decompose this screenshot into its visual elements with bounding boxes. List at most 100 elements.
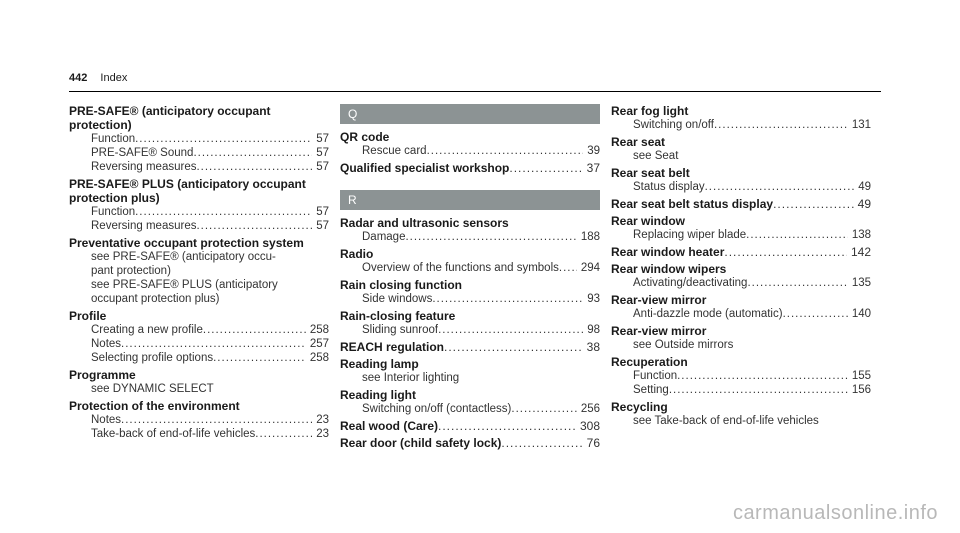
page-ref: 138 [851,229,871,241]
row-text: Switching on/off (contactless) [362,403,512,415]
entry-row[interactable]: Switching on/off 131 [611,118,871,132]
page-ref: 257 [309,338,329,350]
entry-keyword: Real wood (Care) [340,419,439,433]
index-entry: Rear seat belt status display 49 [611,197,871,211]
see-reference[interactable]: see Interior lighting [362,372,460,384]
entry-row[interactable]: Sliding sunroof 98 [340,323,600,337]
index-entry: Qualified specialist workshop 37 [340,161,600,175]
entry-row[interactable]: Rear door (child safety lock) 76 [340,436,600,450]
entry-row[interactable]: Notes 257 [69,337,329,351]
entry-keyword: Reading light [340,388,416,402]
see-reference[interactable]: see Seat [633,150,679,162]
index-entry: Rear-view mirror Anti-dazzle mode (autom… [611,293,871,321]
letter-heading-r: R [340,190,600,210]
index-entry: Rear door (child safety lock) 76 [340,436,600,450]
entry-keyword: Rear seat belt status display [611,197,774,211]
entry-row[interactable]: Selecting profile options 258 [69,351,329,365]
entry-row[interactable]: Function 57 [69,132,329,146]
see-reference[interactable]: see PRE-SAFE® PLUS (anticipatory [91,279,278,291]
row-text: Take-back of end-of-life vehicles [91,428,256,440]
index-entry: Radio Overview of the functions and symb… [340,247,600,275]
see-reference[interactable]: see DYNAMIC SELECT [91,383,214,395]
entry-row[interactable]: Qualified specialist workshop 37 [340,161,600,175]
index-entry: Real wood (Care) 308 [340,419,600,433]
page-ref: 57 [316,206,329,218]
page-ref: 93 [587,293,600,305]
row-text: Overview of the functions and symbols [362,262,559,274]
entry-row[interactable]: Rear seat belt status display 49 [611,197,871,211]
index-entry: REACH regulation 38 [340,340,600,354]
entry-row[interactable]: Take-back of end-of-life vehicles 23 [69,427,329,441]
entry-keyword: QR code [340,130,390,144]
page-ref: 49 [858,181,871,193]
see-reference-cont: occupant protection plus) [91,293,220,305]
entry-keyword: Reading lamp [340,357,419,371]
page-ref: 23 [316,414,329,426]
entry-row[interactable]: Rear window heater 142 [611,245,871,259]
entry-row[interactable]: Activating/deactivating 135 [611,276,871,290]
entry-keyword: REACH regulation [340,340,445,354]
entry-row[interactable]: Reversing measures 57 [69,219,329,233]
see-reference[interactable]: see PRE-SAFE® (anticipatory occu- [91,251,276,263]
index-entry: Protection of the environment Notes 23 Ta… [69,399,329,441]
row-text: Rescue card [362,145,427,157]
index-entry: Rear window wipers Activating/deactivati… [611,262,871,290]
page-number: 442 [69,72,88,84]
entry-row[interactable]: Real wood (Care) 308 [340,419,600,433]
index-entry: QR code Rescue card 39 [340,130,600,158]
index-entry: Reading lamp see Interior lighting [340,357,600,385]
entry-keyword: Programme [69,368,136,382]
see-reference[interactable]: see Outside mirrors [633,339,734,351]
entry-keyword: Rear window wipers [611,262,727,276]
entry-row[interactable]: Anti-dazzle mode (automatic) 140 [611,307,871,321]
page-ref: 308 [579,419,600,433]
see-reference-cont: pant protection) [91,265,171,277]
index-entry: Rain-closing feature Sliding sunroof 98 [340,309,600,337]
header-rule [69,91,881,92]
entry-keyword: Rear seat belt [611,166,690,180]
entry-row[interactable]: Function 57 [69,205,329,219]
index-entry: Reading light Switching on/off (contactl… [340,388,600,416]
entry-row[interactable]: Notes 23 [69,413,329,427]
index-entry: Rear-view mirror see Outside mirrors [611,324,871,352]
page-ref: 135 [851,277,871,289]
entry-row[interactable]: PRE-SAFE® Sound 57 [69,146,329,160]
row-text: Notes [91,414,122,426]
page-ref: 39 [587,145,600,157]
entry-keyword: PRE-SAFE® PLUS (anticipatory occupant [69,177,306,191]
entry-row[interactable]: Reversing measures 57 [69,160,329,174]
page-ref: 258 [309,324,329,336]
entry-row[interactable]: Side windows 93 [340,292,600,306]
index-entry: Radar and ultrasonic sensors Damage 188 [340,216,600,244]
page-ref: 155 [851,370,871,382]
row-text: Replacing wiper blade [633,229,747,241]
entry-row[interactable]: Status display 49 [611,180,871,194]
entry-row[interactable]: Function 155 [611,369,871,383]
index-entry: Rear fog light Switching on/off 131 [611,104,871,132]
entry-keyword: Radar and ultrasonic sensors [340,216,509,230]
index-entry: Profile Creating a new profile 258 Notes 2… [69,309,329,365]
entry-keyword: Rear-view mirror [611,324,707,338]
entry-row[interactable]: Rescue card 39 [340,144,600,158]
page-ref: 140 [851,308,871,320]
entry-row[interactable]: Setting 156 [611,383,871,397]
index-column-2: Q QR code Rescue card 39 Qualified specia… [340,104,600,453]
entry-row[interactable]: Creating a new profile 258 [69,323,329,337]
row-text: Reversing measures [91,220,197,232]
entry-row[interactable]: Overview of the functions and symbols 294 [340,261,600,275]
entry-row[interactable]: Switching on/off (contactless) 256 [340,402,600,416]
entry-row[interactable]: Replacing wiper blade 138 [611,228,871,242]
entry-keyword: Rear-view mirror [611,293,707,307]
page-ref: 23 [316,428,329,440]
entry-row[interactable]: REACH regulation 38 [340,340,600,354]
index-column-1: PRE-SAFE® (anticipatory occupant protect… [69,104,329,444]
row-text: Reversing measures [91,161,197,173]
index-entry: Rear window heater 142 [611,245,871,259]
entry-row[interactable]: Damage 188 [340,230,600,244]
entry-keyword: Recuperation [611,355,688,369]
index-entry: Recycling see Take-back of end-of-life v… [611,400,871,428]
row-text: Sliding sunroof [362,324,439,336]
page-ref: 49 [857,197,871,211]
page-ref: 57 [316,161,329,173]
see-reference[interactable]: see Take-back of end-of-life vehicles [633,415,819,427]
